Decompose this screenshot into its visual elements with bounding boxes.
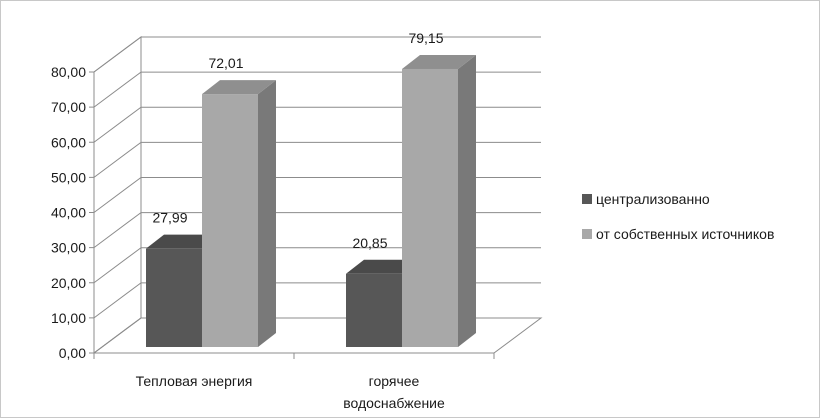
y-tick-label: 80,00 bbox=[51, 64, 86, 80]
legend-swatch bbox=[582, 229, 592, 239]
y-tick-label: 50,00 bbox=[51, 169, 86, 185]
data-label: 27,99 bbox=[152, 210, 187, 226]
bar bbox=[346, 273, 402, 347]
legend-swatch bbox=[582, 194, 592, 204]
y-tick-label: 20,00 bbox=[51, 275, 86, 291]
x-tick-label: водоснабжение bbox=[343, 395, 445, 411]
y-tick-label: 60,00 bbox=[51, 134, 86, 150]
bar-top bbox=[202, 80, 276, 95]
bar-side bbox=[258, 80, 276, 347]
y-tick-label: 0,00 bbox=[59, 345, 86, 361]
y-tick-label: 70,00 bbox=[51, 99, 86, 115]
bar-side bbox=[458, 54, 476, 347]
y-tick-label: 40,00 bbox=[51, 205, 86, 221]
bar-top bbox=[346, 259, 420, 274]
bar-top bbox=[146, 234, 220, 249]
data-label: 72,01 bbox=[208, 55, 243, 71]
data-label: 79,15 bbox=[408, 30, 443, 46]
bar-top bbox=[402, 54, 476, 69]
data-label: 20,85 bbox=[352, 235, 387, 251]
x-tick-label: горячее bbox=[369, 373, 420, 389]
gridline bbox=[93, 36, 541, 73]
y-tick-label: 10,00 bbox=[51, 310, 86, 326]
bar bbox=[402, 68, 458, 347]
y-tick-label: 30,00 bbox=[51, 240, 86, 256]
legend-label: от собственных источников bbox=[596, 226, 774, 242]
legend-label: централизованно bbox=[596, 191, 710, 207]
bar bbox=[202, 94, 258, 347]
bar bbox=[146, 248, 202, 347]
x-tick-label: Тепловая энергия bbox=[136, 373, 253, 389]
